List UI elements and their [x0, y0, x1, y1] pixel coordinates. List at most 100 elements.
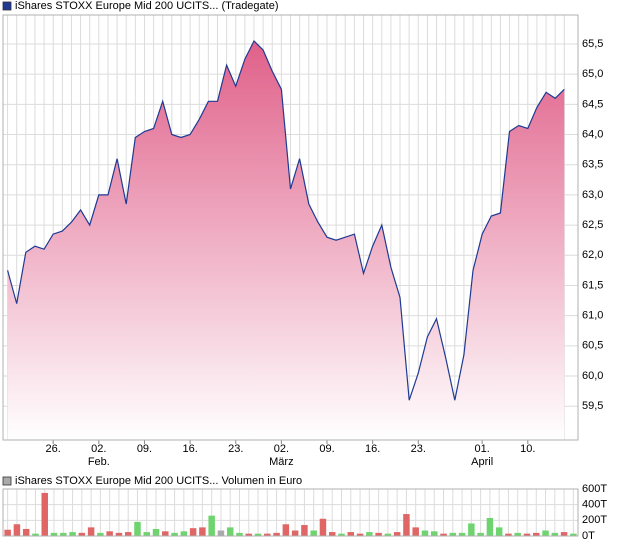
- bar: [69, 532, 76, 536]
- bar: [412, 527, 419, 536]
- bar: [533, 532, 540, 536]
- bar: [254, 533, 262, 536]
- bar: [180, 531, 188, 536]
- bar: [282, 524, 290, 536]
- x-tick-month: Feb.: [88, 456, 110, 468]
- y-tick-label: 600T: [582, 483, 607, 495]
- bar: [60, 532, 67, 536]
- legend-label: iShares STOXX Europe Mid 200 UCITS... Vo…: [15, 475, 302, 487]
- bar: [162, 531, 169, 536]
- x-tick-label: 09.: [319, 443, 334, 455]
- x-tick-label: 23.: [411, 443, 426, 455]
- bar: [431, 531, 438, 536]
- bar: [226, 527, 234, 536]
- bar: [22, 528, 30, 536]
- bar: [356, 533, 364, 536]
- bar: [32, 533, 39, 536]
- x-tick-label: 09.: [137, 443, 152, 455]
- bar: [264, 533, 271, 536]
- bar: [310, 530, 317, 536]
- bar: [189, 528, 197, 536]
- bar: [523, 533, 531, 536]
- plot-frame: [2, 488, 579, 537]
- bar: [384, 533, 392, 536]
- x-tick-month: März: [269, 456, 293, 468]
- bar: [106, 531, 113, 536]
- bar: [560, 532, 568, 536]
- legend-swatch: [2, 476, 12, 486]
- bar: [97, 532, 104, 536]
- legend-label: iShares STOXX Europe Mid 200 UCITS... (T…: [15, 0, 279, 12]
- bar: [495, 527, 503, 536]
- bar: [134, 521, 141, 536]
- bar: [458, 532, 466, 536]
- x-tick-label: 10.: [520, 443, 535, 455]
- bar: [514, 532, 521, 536]
- y-tick-label: 400T: [582, 499, 607, 511]
- bar: [152, 528, 160, 536]
- bar: [50, 532, 58, 536]
- y-tick-label: 60,5: [582, 340, 603, 352]
- bar: [551, 532, 559, 536]
- y-tick-label: 59,5: [582, 400, 603, 412]
- bar: [217, 530, 225, 536]
- bar: [505, 533, 512, 536]
- x-tick-label: 26.: [46, 443, 61, 455]
- y-tick-label: 63,0: [582, 189, 603, 201]
- bar: [393, 532, 401, 536]
- bar: [4, 529, 11, 536]
- line: [7, 39, 565, 401]
- x-tick-label: 02.: [274, 443, 289, 455]
- x-tick-label: 01.: [475, 443, 490, 455]
- bar: [328, 532, 336, 536]
- bar: [41, 492, 48, 536]
- bar: [208, 515, 215, 536]
- y-tick-label: 64,0: [582, 128, 603, 140]
- y-tick-label: 65,5: [582, 38, 603, 50]
- bar: [570, 533, 577, 536]
- bar: [115, 532, 123, 536]
- bar: [403, 514, 410, 536]
- bar: [171, 532, 178, 536]
- bar: [338, 533, 345, 536]
- bar: [245, 533, 253, 536]
- x-tick-label: 16.: [182, 443, 197, 455]
- bar: [486, 517, 494, 536]
- bar: [449, 532, 457, 536]
- y-tick-label: 0T: [582, 530, 595, 542]
- y-tick-label: 200T: [582, 514, 607, 526]
- x-tick-label: 02.: [91, 443, 106, 455]
- legend-swatch: [2, 1, 12, 11]
- y-tick-label: 62,5: [582, 219, 603, 231]
- bar: [375, 532, 382, 536]
- y-tick-label: 60,0: [582, 370, 603, 382]
- x-tick-month: April: [471, 456, 493, 468]
- bar: [542, 530, 549, 536]
- y-tick-label: 61,0: [582, 310, 603, 322]
- y-tick-label: 64,5: [582, 98, 603, 110]
- bar: [199, 527, 206, 536]
- y-tick-label: 65,0: [582, 68, 603, 80]
- bar: [421, 530, 429, 536]
- bar: [347, 532, 355, 536]
- bar: [291, 530, 299, 536]
- bar: [301, 525, 308, 536]
- y-tick-label: 61,5: [582, 279, 603, 291]
- bar: [366, 532, 373, 536]
- y-tick-label: 62,0: [582, 249, 603, 261]
- bar: [143, 532, 150, 536]
- bar: [273, 532, 280, 536]
- bar: [236, 532, 243, 536]
- x-tick-label: 16.: [365, 443, 380, 455]
- bar: [87, 527, 95, 536]
- y-tick-label: 63,5: [582, 159, 603, 171]
- area: [7, 41, 565, 440]
- bar: [477, 532, 484, 536]
- bar: [468, 523, 475, 536]
- bar: [78, 532, 86, 536]
- bar: [124, 532, 132, 536]
- bar: [440, 533, 447, 536]
- plot-frame: [2, 14, 579, 441]
